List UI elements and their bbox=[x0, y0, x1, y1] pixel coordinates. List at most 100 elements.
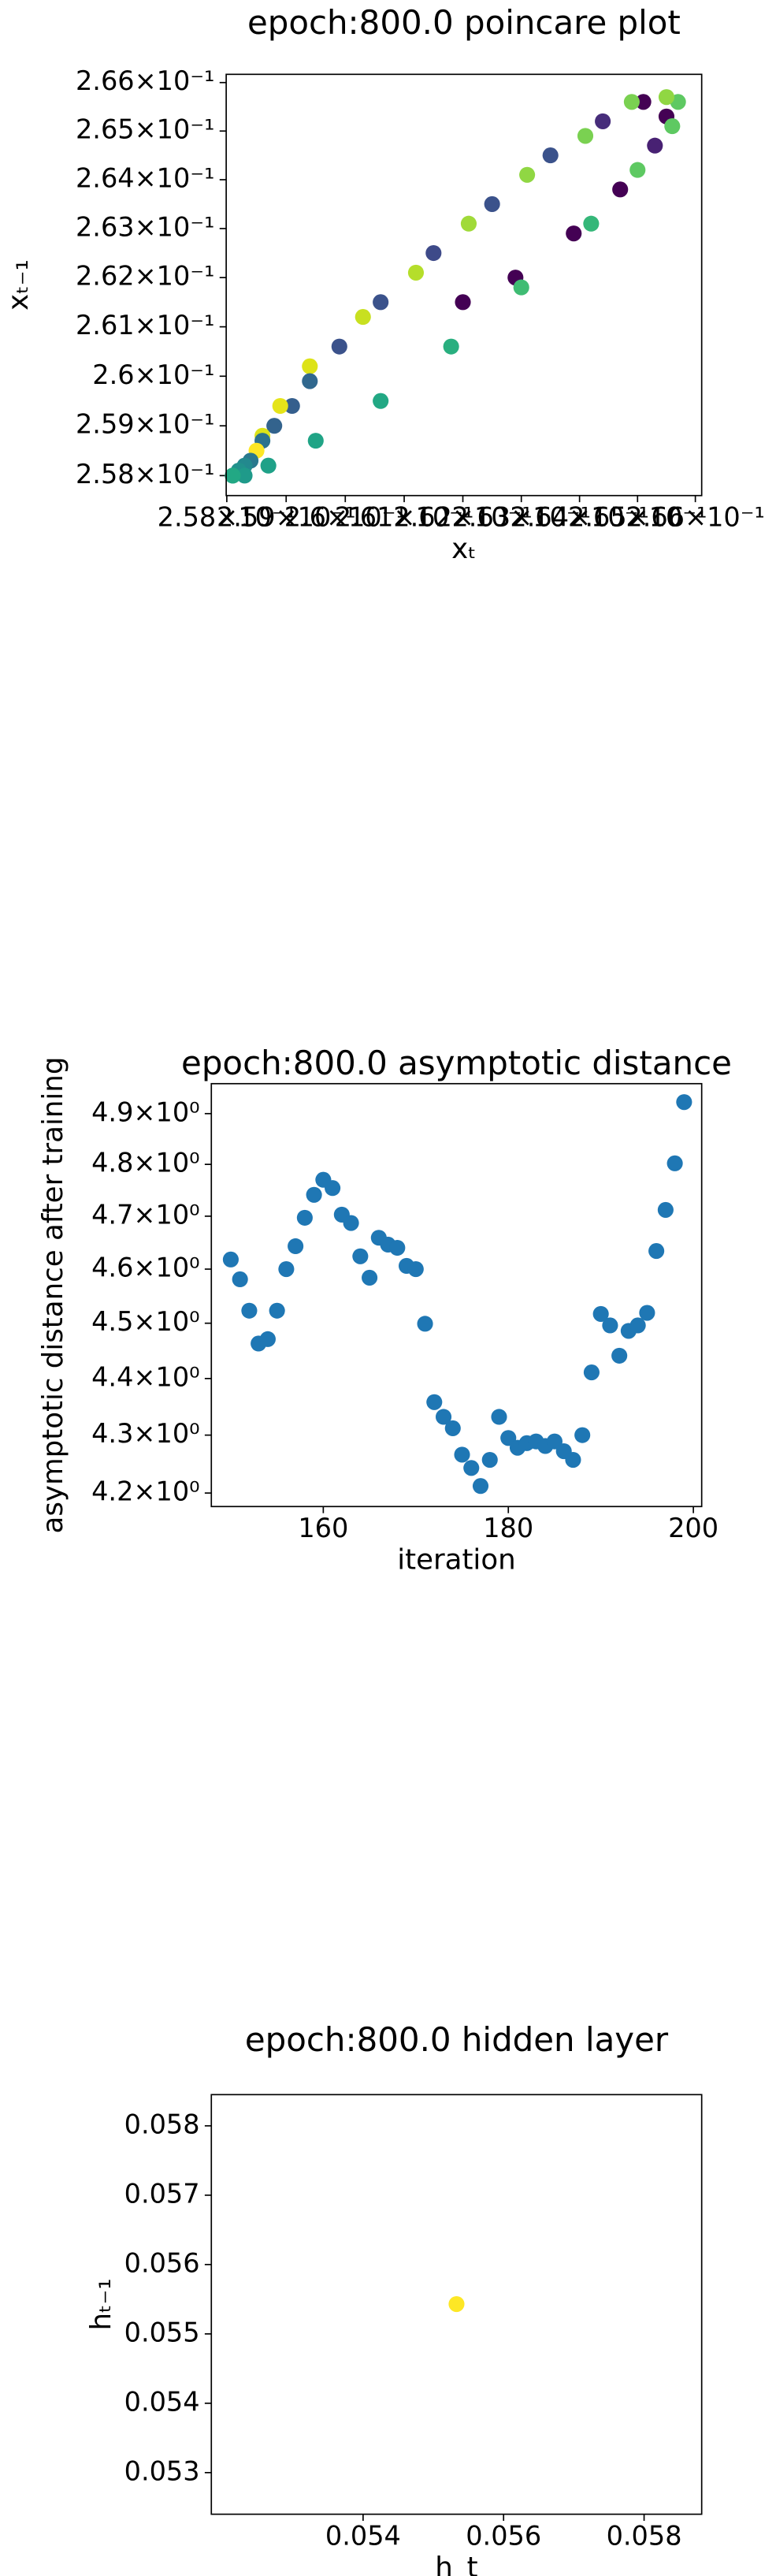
y-tick-label: 0.053 bbox=[124, 2455, 200, 2486]
point bbox=[491, 1409, 507, 1425]
x-tick-label: 2.61×10⁻¹ bbox=[335, 502, 473, 533]
point bbox=[666, 1155, 683, 1171]
point bbox=[272, 397, 288, 415]
point bbox=[407, 264, 425, 281]
x-tick-label: 2.64×10⁻¹ bbox=[510, 502, 648, 533]
point bbox=[362, 1269, 378, 1286]
point bbox=[542, 147, 559, 164]
point bbox=[639, 1305, 655, 1321]
x-tick-label: 0.056 bbox=[466, 2520, 541, 2551]
y-tick-label: 0.055 bbox=[124, 2317, 200, 2347]
x-axis-label: iteration bbox=[397, 1543, 515, 1576]
point bbox=[269, 1302, 285, 1319]
x-tick-label: 2.58×10⁻¹ bbox=[158, 502, 296, 533]
point bbox=[648, 1242, 665, 1260]
point bbox=[454, 1446, 470, 1463]
y-tick-label: 4.6×10⁰ bbox=[91, 1253, 199, 1283]
y-axis-label: hₜ₋₁ bbox=[85, 2278, 117, 2330]
y-axis-label: xₜ₋₁ bbox=[2, 259, 35, 311]
point bbox=[629, 1317, 646, 1334]
point bbox=[417, 1316, 433, 1332]
point bbox=[435, 1409, 452, 1425]
x-tick-label: 2.66×10⁻¹ bbox=[626, 502, 764, 533]
y-tick-label: 2.66×10⁻¹ bbox=[76, 65, 214, 96]
point bbox=[566, 225, 582, 242]
point bbox=[222, 1251, 239, 1268]
point bbox=[513, 279, 529, 296]
point bbox=[448, 2295, 465, 2313]
point bbox=[306, 1186, 322, 1203]
y-axis-label: asymptotic distance after training bbox=[37, 1057, 69, 1534]
y-tick-label: 4.3×10⁰ bbox=[91, 1418, 199, 1449]
chart-title: epoch:800.0 asymptotic distance bbox=[181, 1044, 732, 1082]
point bbox=[407, 1260, 424, 1278]
point bbox=[259, 1331, 276, 1347]
point bbox=[426, 1394, 443, 1410]
point bbox=[574, 1427, 591, 1443]
y-tick-label: 2.65×10⁻¹ bbox=[76, 114, 214, 145]
point bbox=[455, 294, 471, 311]
y-tick-label: 2.62×10⁻¹ bbox=[76, 261, 214, 292]
point bbox=[629, 162, 646, 178]
point bbox=[425, 244, 442, 262]
point bbox=[343, 1215, 359, 1231]
point bbox=[592, 1305, 609, 1322]
x-tick-label: 0.054 bbox=[325, 2520, 401, 2551]
point bbox=[373, 393, 389, 409]
x-tick-label: 2.6×10⁻¹ bbox=[284, 502, 407, 533]
chart-title: epoch:800.0 hidden layer bbox=[245, 2020, 669, 2059]
point bbox=[612, 181, 629, 198]
point bbox=[232, 1271, 248, 1288]
point bbox=[355, 309, 371, 326]
axes-frame bbox=[225, 73, 703, 497]
point bbox=[278, 1260, 295, 1278]
point bbox=[595, 113, 611, 129]
axes-frame bbox=[210, 1082, 703, 1508]
point bbox=[373, 294, 389, 311]
point bbox=[225, 467, 241, 484]
point bbox=[444, 1420, 461, 1436]
point bbox=[352, 1248, 369, 1264]
x-tick-label: 160 bbox=[298, 1513, 348, 1543]
point bbox=[472, 1478, 489, 1495]
point bbox=[657, 1201, 674, 1218]
point bbox=[266, 418, 283, 434]
point bbox=[307, 433, 324, 449]
y-tick-label: 0.056 bbox=[124, 2247, 200, 2278]
y-tick-label: 2.59×10⁻¹ bbox=[76, 409, 214, 440]
point bbox=[664, 118, 681, 135]
y-tick-label: 0.054 bbox=[124, 2386, 200, 2417]
y-tick-label: 4.7×10⁰ bbox=[91, 1199, 199, 1230]
point bbox=[325, 1180, 341, 1197]
x-tick-label: 2.65×10⁻¹ bbox=[568, 502, 707, 533]
point bbox=[481, 1451, 498, 1469]
x-axis-label: xₜ bbox=[451, 533, 477, 565]
point bbox=[623, 94, 640, 110]
point bbox=[565, 1451, 581, 1469]
y-tick-label: 0.057 bbox=[124, 2178, 200, 2209]
point bbox=[241, 1302, 258, 1319]
y-tick-label: 2.6×10⁻¹ bbox=[92, 359, 214, 390]
axes-frame bbox=[210, 2094, 703, 2515]
point bbox=[647, 137, 663, 154]
x-axis-label: h_t bbox=[435, 2552, 477, 2576]
y-tick-label: 2.58×10⁻¹ bbox=[76, 459, 214, 490]
point bbox=[443, 338, 459, 355]
point bbox=[284, 397, 300, 415]
point bbox=[236, 467, 253, 484]
point bbox=[484, 195, 500, 212]
point bbox=[260, 457, 277, 474]
y-tick-label: 4.9×10⁰ bbox=[91, 1096, 199, 1127]
y-tick-label: 2.61×10⁻¹ bbox=[76, 310, 214, 341]
point bbox=[658, 89, 675, 106]
point bbox=[389, 1239, 406, 1256]
point bbox=[288, 1238, 304, 1255]
y-tick-label: 4.8×10⁰ bbox=[91, 1148, 199, 1178]
y-tick-label: 2.63×10⁻¹ bbox=[76, 211, 214, 242]
y-tick-label: 2.64×10⁻¹ bbox=[76, 162, 214, 193]
x-tick-label: 180 bbox=[483, 1513, 533, 1543]
point bbox=[463, 1460, 480, 1476]
y-tick-label: 0.058 bbox=[124, 2109, 200, 2139]
